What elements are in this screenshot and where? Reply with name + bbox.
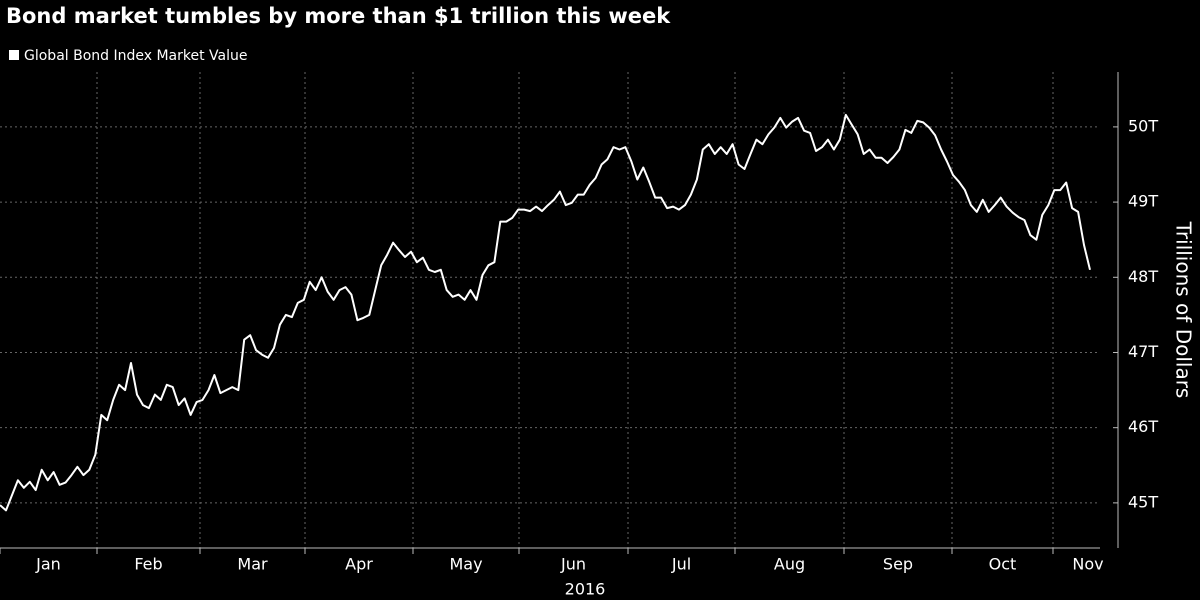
y-tick-label: 50T	[1128, 116, 1158, 135]
x-tick-label: Apr	[345, 555, 373, 574]
y-axis-label: Trillions of Dollars	[1172, 221, 1196, 399]
x-tick-label: Mar	[237, 555, 268, 574]
y-tick-label: 45T	[1128, 492, 1158, 511]
x-axis-label: 2016	[565, 580, 606, 599]
x-tick-label: Jun	[560, 555, 586, 574]
y-tick-label: 49T	[1128, 192, 1158, 211]
y-tick-label: 47T	[1128, 342, 1158, 361]
legend-swatch	[9, 50, 19, 60]
x-tick-label: Feb	[134, 555, 162, 574]
chart-title: Bond market tumbles by more than $1 tril…	[6, 4, 671, 28]
y-tick-label: 48T	[1128, 267, 1158, 286]
x-tick-label: Jul	[671, 555, 691, 574]
x-tick-label: May	[449, 555, 482, 574]
x-tick-label: Sep	[883, 555, 913, 574]
y-tick-label: 46T	[1128, 417, 1158, 436]
data-line	[0, 113, 1091, 512]
x-tick-label: Aug	[774, 555, 805, 574]
legend-label: Global Bond Index Market Value	[24, 48, 248, 64]
x-tick-label: Oct	[989, 555, 1017, 574]
x-tick-label: Jan	[35, 555, 61, 574]
x-tick-label: Nov	[1072, 555, 1103, 574]
